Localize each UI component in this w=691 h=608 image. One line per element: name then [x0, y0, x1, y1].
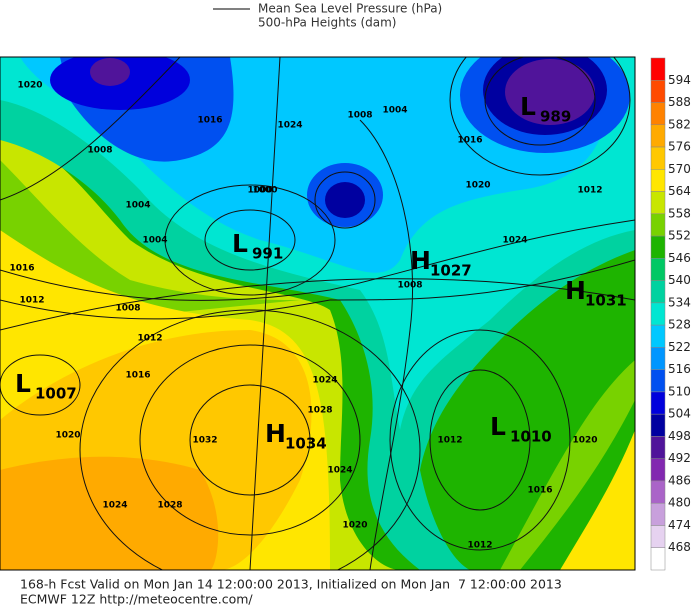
colorbar-label: 534 [668, 295, 691, 309]
colorbar-box [650, 525, 666, 548]
center-letter: H [410, 246, 431, 275]
colorbar-label: 594 [668, 73, 691, 87]
isobar-label: 1008 [397, 281, 422, 291]
center-value: 991 [252, 245, 283, 263]
colorbar-label: 528 [668, 318, 691, 332]
colorbar-box [650, 258, 666, 281]
colorbar-box [650, 413, 666, 437]
colorbar-label: 558 [668, 206, 691, 220]
isobar-label: 1004 [382, 106, 407, 116]
colorbar-box [650, 124, 666, 148]
colorbar-label: 582 [668, 117, 691, 131]
colorbar-box [650, 480, 666, 504]
colorbar-box [650, 235, 666, 259]
colorbar-label: 492 [668, 451, 691, 465]
colorbar-label: 516 [668, 362, 691, 376]
isobar-label: 1008 [87, 146, 112, 156]
colorbar-label: 510 [668, 384, 691, 398]
colorbar-box [650, 502, 666, 526]
colorbar-label: 570 [668, 162, 691, 176]
isobar-label: 1000 [247, 186, 272, 196]
center-letter: H [565, 276, 586, 305]
isobar-label: 1008 [347, 111, 372, 121]
center-value: 1027 [430, 262, 472, 280]
colorbar-label: 474 [668, 518, 691, 532]
isobar-label: 1016 [457, 136, 482, 146]
center-value: 1034 [285, 435, 327, 453]
colorbar-box [650, 324, 666, 348]
map [0, 57, 635, 570]
isobar-label: 1024 [312, 376, 337, 386]
colorbar-label: 504 [668, 407, 691, 421]
legend-item: 500-hPa Heights (dam) [258, 16, 396, 30]
colorbar-label: 480 [668, 496, 691, 510]
isobar-label: 1020 [572, 436, 597, 446]
colorbar-label: 498 [668, 429, 691, 443]
colorbar-label: 486 [668, 473, 691, 487]
isobar-label: 1024 [502, 236, 527, 246]
colorbar-box [650, 57, 666, 81]
colorbar-label: 468 [668, 540, 691, 554]
isobar-label: 1028 [157, 501, 182, 511]
isobar-label: 1008 [115, 304, 140, 314]
center-letter: L [15, 369, 31, 398]
center-letter: L [520, 92, 536, 121]
isobar-label: 1028 [307, 406, 332, 416]
isobar-label: 1016 [125, 371, 150, 381]
isobar-label: 1016 [197, 116, 222, 126]
center-letter: L [232, 229, 248, 258]
map-frame [0, 56, 636, 571]
colorbar-box [650, 80, 666, 103]
isobar-label: 1016 [527, 486, 552, 496]
isobar-label: 1012 [19, 296, 44, 306]
colorbar-box [650, 213, 666, 237]
colorbar-box [650, 369, 666, 393]
isobar-label: 1000 [252, 186, 277, 196]
isobar-label: 1012 [577, 186, 602, 196]
colorbar-box [650, 102, 666, 126]
isobar-label: 1004 [142, 236, 167, 246]
colorbar-label: 564 [668, 184, 691, 198]
isobar-label: 1020 [342, 521, 367, 531]
colorbar-box [650, 347, 666, 370]
colorbar-box [650, 436, 666, 459]
isobar-label: 1020 [55, 431, 80, 441]
legend-item: Mean Sea Level Pressure (hPa) [258, 2, 442, 16]
colorbar-label: 546 [668, 251, 691, 265]
center-value: 1031 [585, 292, 627, 310]
colorbar-box [650, 146, 666, 170]
isobar-label: 1016 [9, 264, 34, 274]
colorbar-box [650, 280, 666, 304]
isobar-label: 1012 [137, 334, 162, 344]
colorbar-box [650, 391, 666, 415]
colorbar-label: 552 [668, 229, 691, 243]
center-value: 989 [540, 108, 571, 126]
isobar-label: 1020 [465, 181, 490, 191]
colorbar-label: 522 [668, 340, 691, 354]
footer-line: 168-h Fcst Valid on Mon Jan 14 12:00:00 … [20, 577, 562, 592]
center-letter: L [490, 412, 506, 441]
center-value: 1007 [35, 385, 77, 403]
isobar-label: 1012 [437, 436, 462, 446]
isobar-label: 1012 [467, 541, 492, 551]
colorbar-label: 576 [668, 140, 691, 154]
center-letter: H [265, 419, 286, 448]
colorbar-box [650, 169, 666, 192]
footer-line: ECMWF 12Z http://meteocentre.com/ [20, 592, 253, 607]
colorbar-label: 588 [668, 95, 691, 109]
isobar-label: 1020 [17, 81, 42, 91]
isobar-label: 1004 [125, 201, 150, 211]
center-value: 1010 [510, 428, 552, 446]
colorbar-box [650, 458, 666, 482]
isobar-label: 1024 [327, 466, 352, 476]
colorbar-label: 540 [668, 273, 691, 287]
isobar-label: 1024 [277, 121, 302, 131]
colorbar-box [650, 302, 666, 326]
isobar-label: 1024 [102, 501, 127, 511]
colorbar-box [650, 547, 666, 571]
isobar-label: 1032 [192, 436, 217, 446]
colorbar-box [650, 191, 666, 215]
